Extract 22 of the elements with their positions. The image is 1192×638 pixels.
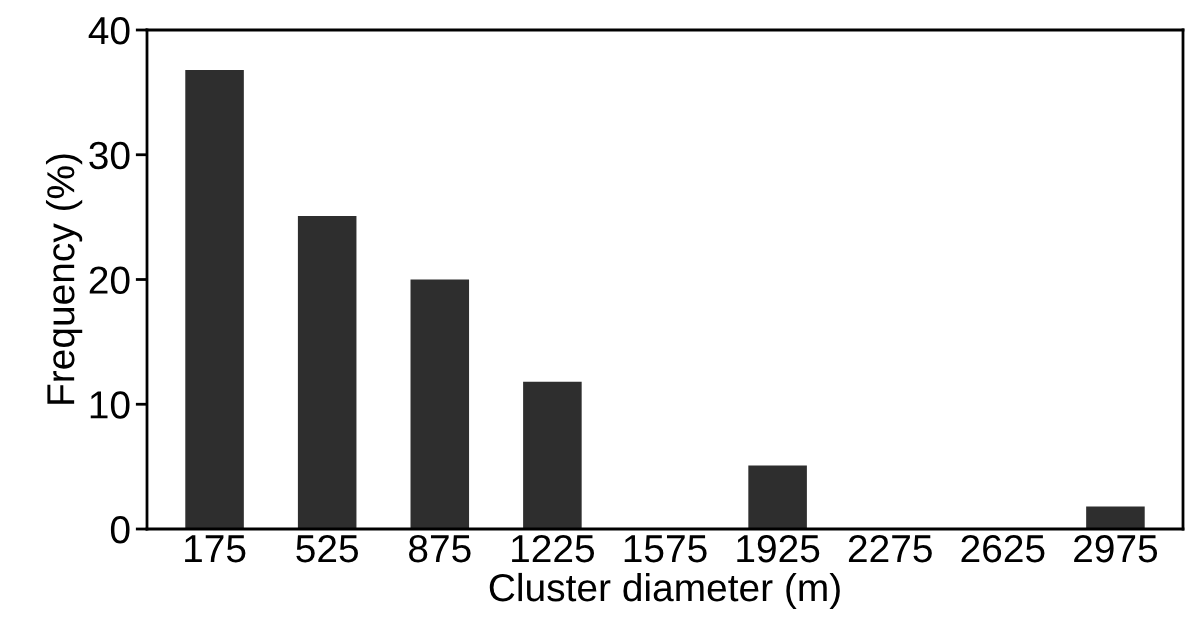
y-tick-label: 20 [89, 266, 130, 294]
y-tick-label: 30 [89, 141, 130, 170]
x-tick-label: 1225 [512, 534, 595, 563]
y-tick-label: 40 [88, 16, 130, 45]
x-tick-label: 525 [296, 534, 358, 563]
x-axis-title: Cluster diameter (m) [489, 572, 840, 610]
x-tick-label: 2275 [848, 534, 932, 563]
bar [185, 69, 244, 529]
x-tick-label: 1575 [624, 535, 707, 563]
bar [1086, 506, 1145, 529]
bar [748, 465, 807, 529]
x-tick-label: 2625 [961, 534, 1045, 563]
y-tick-label: 10 [90, 391, 130, 419]
y-tick-label: 0 [110, 515, 130, 544]
x-tick-label: 175 [185, 535, 246, 563]
bar [297, 215, 357, 529]
x-tick-label: 875 [409, 534, 471, 563]
x-tick-label: 1925 [737, 534, 820, 563]
bar [523, 381, 582, 529]
y-axis-title: Frequency (%) [45, 154, 83, 404]
bar [410, 279, 470, 529]
x-tick-label: 2975 [1074, 534, 1158, 563]
